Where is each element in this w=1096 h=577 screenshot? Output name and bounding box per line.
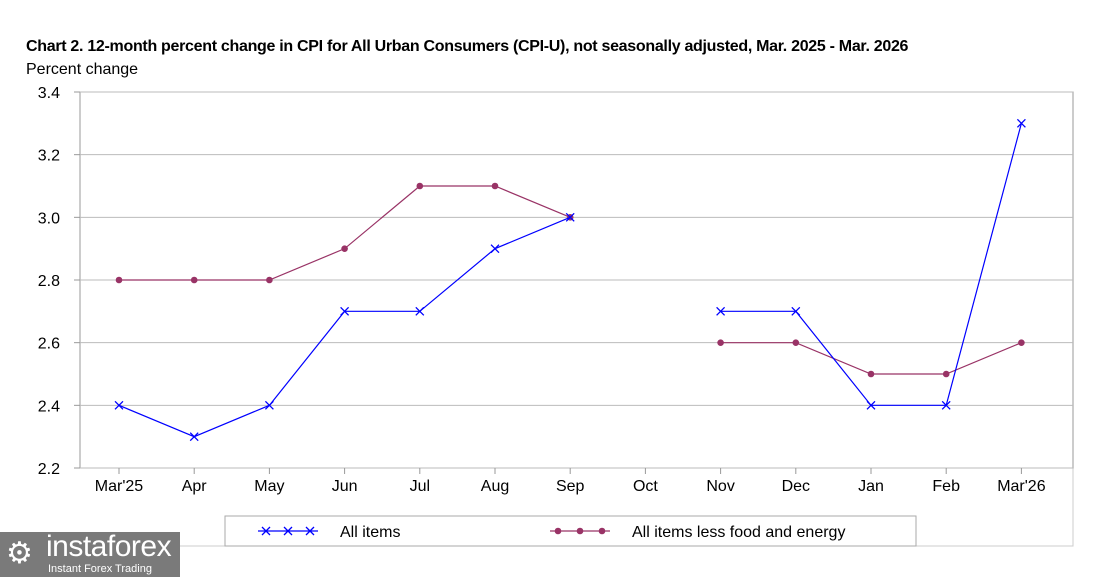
x-tick-label: Mar'25	[95, 478, 144, 495]
legend-label: All items less food and energy	[632, 524, 845, 541]
series-core	[115, 182, 1025, 378]
x-tick-label: Dec	[782, 478, 810, 495]
data-point	[283, 526, 293, 536]
data-point	[340, 306, 350, 316]
x-tick-label: Mar'26	[997, 478, 1046, 495]
y-tick-label: 3.0	[38, 210, 60, 227]
series-all-items	[114, 118, 1026, 442]
data-point	[717, 339, 724, 346]
data-point	[264, 400, 274, 410]
y-tick-label: 2.6	[38, 336, 60, 353]
x-tick-label: Nov	[706, 478, 734, 495]
x-tick-label: Apr	[182, 478, 208, 495]
data-point	[190, 276, 198, 284]
x-tick-label: Jan	[858, 478, 884, 495]
data-point	[941, 400, 951, 410]
data-point	[491, 182, 499, 190]
data-point	[792, 339, 800, 346]
data-point	[716, 306, 726, 316]
data-point	[791, 306, 801, 316]
data-point	[114, 400, 124, 410]
data-point	[416, 182, 424, 190]
logo-tagline: Instant Forex Trading	[48, 563, 152, 575]
data-point	[867, 370, 875, 378]
x-tick-label: Jul	[410, 478, 430, 495]
data-point	[942, 370, 950, 378]
x-tick-label: Aug	[481, 478, 509, 495]
chart-title: Chart 2. 12-month percent change in CPI …	[26, 38, 909, 55]
x-tick-label: Feb	[932, 478, 960, 495]
data-point	[115, 276, 123, 284]
y-tick-label: 2.4	[38, 398, 60, 415]
x-tick-label: Sep	[556, 478, 585, 495]
data-point	[598, 527, 606, 535]
data-point	[261, 526, 271, 536]
y-tick-label: 2.2	[38, 461, 60, 478]
data-point	[576, 527, 584, 535]
data-point	[305, 526, 315, 536]
y-tick-label: 3.4	[38, 85, 60, 102]
data-point	[266, 276, 273, 284]
x-tick-label: Oct	[633, 478, 658, 495]
legend-label: All items	[340, 524, 400, 541]
data-point	[341, 245, 348, 252]
data-point	[415, 306, 425, 316]
data-point	[490, 244, 500, 254]
logo-brand: instaforex	[46, 532, 172, 563]
y-tick-label: 2.8	[38, 273, 60, 290]
data-point	[554, 527, 562, 535]
gear-icon: ⚙	[6, 539, 33, 569]
y-tick-label: 3.2	[38, 148, 60, 165]
data-point	[1016, 118, 1026, 128]
data-point	[1018, 339, 1025, 346]
data-point	[866, 400, 876, 410]
y-axis-label: Percent change	[26, 61, 139, 78]
x-tick-label: Jun	[332, 478, 358, 495]
legend: All items All items less food and energy	[224, 515, 917, 547]
instaforex-logo: ⚙ instaforex Instant Forex Trading	[0, 532, 180, 577]
data-point	[189, 432, 199, 442]
data-point	[565, 212, 575, 222]
x-tick-label: May	[254, 478, 284, 495]
